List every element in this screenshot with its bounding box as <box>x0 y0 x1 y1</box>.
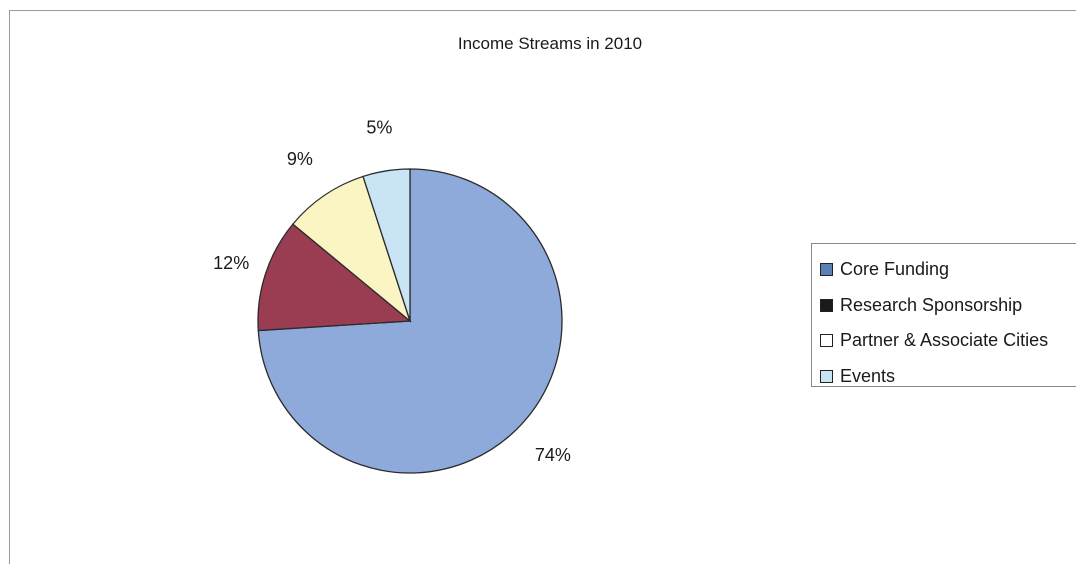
legend-label: Events <box>840 365 896 386</box>
legend-item-events: Events <box>812 359 1076 395</box>
legend-swatch-partner-associate-cities <box>820 334 833 348</box>
legend: Core Funding Research Sponsorship Partne… <box>811 243 1076 387</box>
legend-label: Partner & Associate Cities <box>840 330 1049 351</box>
chart-title: Income Streams in 2010 <box>457 34 643 53</box>
data-label: 5% <box>366 117 392 137</box>
legend-swatch-events <box>820 369 833 383</box>
pie-slice-events <box>362 168 411 322</box>
legend-label: Research Sponsorship <box>840 294 1023 315</box>
data-label: 74% <box>535 445 571 465</box>
data-label: 9% <box>287 149 313 169</box>
pie-slice-partner-associate-cities <box>291 175 412 323</box>
pie-slice-research-sponsorship <box>257 223 412 332</box>
legend-label: Core Funding <box>840 259 950 280</box>
legend-swatch-core-funding <box>820 263 833 277</box>
legend-item-research-sponsorship: Research Sponsorship <box>812 288 1076 324</box>
legend-item-core-funding: Core Funding <box>812 252 1076 288</box>
legend-swatch-research-sponsorship <box>820 298 833 312</box>
data-label: 12% <box>213 253 249 273</box>
legend-item-partner-associate-cities: Partner & Associate Cities <box>812 323 1076 359</box>
